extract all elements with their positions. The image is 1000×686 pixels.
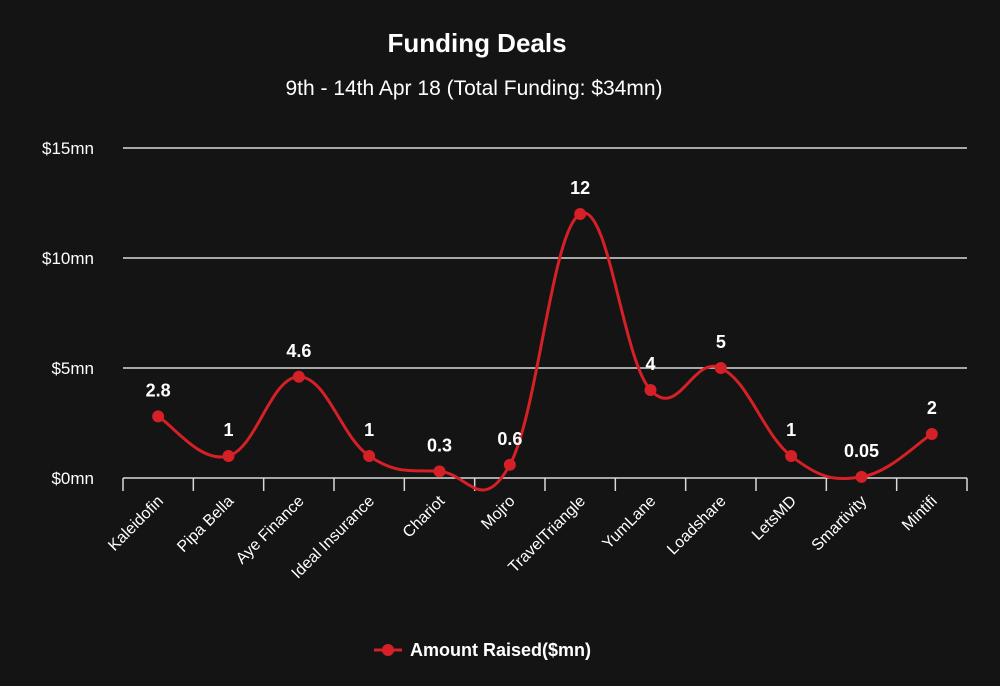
x-tick-label: Mojro [478,493,518,533]
data-label: 0.6 [497,429,522,449]
y-tick-label: $10mn [42,249,94,268]
data-label: 0.05 [844,441,879,461]
data-point[interactable] [785,450,798,462]
x-tick-label: Loadshare [664,493,730,559]
data-label: 4 [645,354,655,374]
x-tick-label: LetsMD [749,493,800,544]
data-label: 2.8 [146,380,171,400]
data-label: 2 [927,398,937,418]
data-label: 12 [570,178,590,198]
y-tick-label: $5mn [51,359,94,378]
data-point[interactable] [714,362,727,374]
x-tick-label: Smartivity [809,493,871,555]
x-tick-label: Chariot [400,492,449,541]
x-tick-label: Mintifi [899,493,941,535]
data-point[interactable] [503,458,516,471]
data-point[interactable] [925,428,938,440]
data-point[interactable] [292,370,305,383]
data-label: 4.6 [286,341,311,361]
data-label: 1 [364,420,374,440]
x-tick-label: YumLane [600,493,660,553]
legend[interactable]: Amount Raised($mn) [374,640,591,660]
data-label: 5 [716,332,726,352]
x-tick-label: Kaleidofin [105,493,167,555]
data-point[interactable] [644,384,657,396]
chart-subtitle: 9th - 14th Apr 18 (Total Funding: $34mn) [285,77,662,100]
data-label: 1 [786,420,796,440]
data-label: 1 [223,420,233,440]
data-point[interactable] [433,465,446,478]
legend-dot-marker [382,644,394,656]
grid-lines [123,147,967,369]
data-point[interactable] [574,208,587,220]
x-tick-label: Aye Finance [233,493,308,568]
chart-title: Funding Deals [387,28,566,58]
y-tick-label: $15mn [42,139,94,158]
x-tick-label: Pipa Bella [174,493,237,556]
data-point[interactable] [152,410,165,423]
legend-label: Amount Raised($mn) [410,640,591,660]
y-axis: $0mn $5mn $10mn $15mn [42,139,94,488]
series-line [157,211,933,492]
data-point[interactable] [855,470,868,483]
data-labels: 2.8 1 4.6 1 0.3 0.6 12 4 5 1 0.05 2 [146,178,937,461]
data-point[interactable] [222,450,235,462]
y-tick-label: $0mn [51,469,94,488]
data-point[interactable] [363,450,376,462]
series-amount-raised [152,208,938,492]
data-label: 0.3 [427,435,452,455]
